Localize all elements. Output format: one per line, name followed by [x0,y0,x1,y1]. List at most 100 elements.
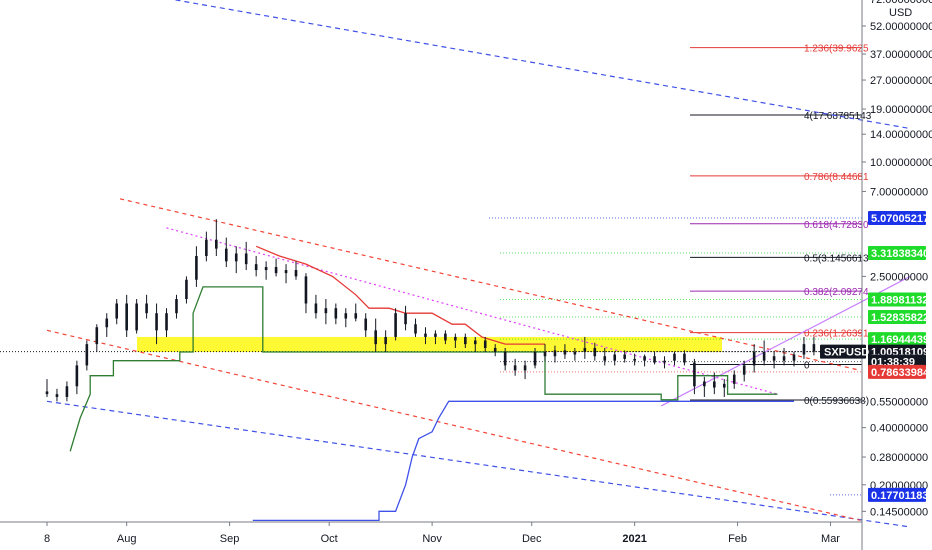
fib-label: 0.236(1.26391 [804,329,869,340]
price-tick-label: 14.00000000 [870,129,932,141]
time-tick-label: Mar [821,533,840,545]
price-tick-label: 10.00000000 [870,157,932,169]
candle-body [95,327,99,345]
candle-body [85,344,89,366]
price-tick-label: 52.00000000 [870,21,932,33]
candle-body [812,344,816,352]
candle-body [145,303,148,314]
candle-body [444,333,447,341]
price-badge [868,211,926,226]
price-badge [868,364,926,379]
candle-body [613,354,617,361]
green-step-line [69,286,778,452]
fib-label: 0.5(3.1456613 [804,253,869,264]
candle-body [165,313,168,331]
candle-body [205,239,208,257]
fib-label: 0.382(2.09274 [804,287,869,298]
price-tick-label: 0.14500000 [870,506,928,518]
candle-body [125,303,128,331]
candle-body [563,350,567,355]
time-axis[interactable]: 8 Aug Sep Oct Nov Dec 2021 Feb Mar [44,522,840,545]
symbol-badge-label: SXPUSD [824,347,869,359]
candle-body [673,353,676,361]
candle-body [155,313,158,331]
price-badge [868,246,926,261]
fib-label: 0(0.55936638) [804,396,869,407]
candle-body [732,374,736,384]
candle-body [354,313,358,319]
candle-body [593,347,597,357]
candle-body [703,381,706,387]
candle-body [414,324,417,334]
price-tick-label: 7.00000000 [870,186,928,198]
price-badge [868,309,926,324]
candle-body [135,303,138,331]
time-tick-label: Dec [522,533,542,545]
plot-area[interactable]: 1.236(39.9625 4(17.68785143 0.786(8.44681 0… [0,0,911,528]
candle-body [364,318,368,331]
price-tick-label: 27.00000000 [870,75,932,87]
price-badge-label: 1.88981132 [871,294,929,306]
candle-body [503,352,507,366]
candle-body [394,313,397,337]
candle-body [175,299,178,314]
candle-body [434,333,437,337]
fib-label: 1.236(39.9625 [804,44,869,55]
price-badges: 5.07005217 3.31838340 1.88981132 1.52835822… [820,211,930,502]
support-zone [137,336,722,352]
candle-body [254,264,258,271]
candle-body [424,333,427,337]
price-badge-label: 3.31838340 [871,248,929,260]
blue-step-line [252,400,794,522]
trendline-red-dashed [119,198,861,371]
candle-body [374,330,377,345]
candle-body [215,239,218,249]
candle-body [483,340,487,348]
price-tick-label: 72.00000000 [870,0,932,6]
price-tick-label: 0.55000000 [870,396,928,408]
candle-body [792,354,796,361]
candle-body [742,365,746,375]
trendline-blue-dashed [172,0,911,130]
time-tick-label: 8 [44,533,50,545]
candle-body [722,383,726,388]
candle-body [543,352,547,357]
candle-body [464,336,467,345]
candle-body [752,352,756,366]
price-tick-label: 0.28000000 [870,452,928,464]
candle-body [573,352,577,355]
candle-body [105,318,109,328]
candle-body [782,356,786,361]
candle-body [473,340,477,345]
price-tick-label: 37.00000000 [870,49,932,61]
candle-body [324,308,328,314]
price-badge-label: 0.17701183 [871,490,929,502]
candle-body [224,248,228,262]
candle-body [264,267,268,271]
candle-body [334,308,338,319]
time-tick-label: 2021 [622,533,646,545]
candle-body [633,358,636,361]
currency-label: USD [889,7,912,19]
candle-body [185,279,188,300]
price-badge-label: 1.52835822 [871,312,929,324]
trendline-blue-dashed [46,400,911,528]
candle-body [244,253,248,265]
candle-body [583,347,587,352]
price-badge-label: 1.16944439 [871,334,929,346]
candle-body [603,356,607,361]
fib-label: 0 [804,360,810,371]
candle-body [493,347,497,352]
time-tick-label: Nov [422,533,442,545]
time-tick-label: Aug [117,533,137,545]
price-badge [868,487,926,502]
candle-body [623,354,626,359]
price-tick-label: 19.00000000 [870,104,932,116]
price-axis[interactable]: 72.00000000 52.00000000 37.00000000 27.0000… [862,0,932,518]
symbol-badge [820,344,866,359]
candle-body [683,353,686,363]
candle-body [45,391,49,395]
candle-body [304,276,308,304]
